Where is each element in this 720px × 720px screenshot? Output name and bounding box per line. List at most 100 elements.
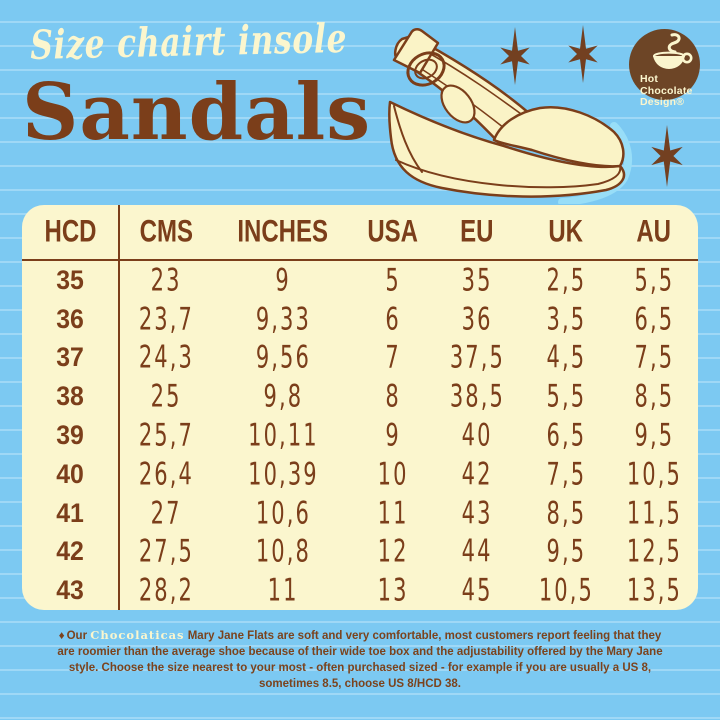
cell-value: 42 [461, 455, 493, 493]
column-header-hcd: HCD [22, 205, 120, 261]
table-cell: 12 [354, 532, 432, 571]
cell-value: 11 [377, 494, 409, 532]
cell-value: 9,5 [634, 417, 674, 454]
column-header-label: HCD [44, 214, 96, 249]
brand-logo-text: Hot Chocolate Design® [640, 73, 693, 109]
table-cell: 10,11 [212, 416, 354, 455]
cell-value: 13,5 [626, 572, 682, 609]
cell-value: 3,5 [546, 300, 586, 338]
table-cell: 9,5 [610, 416, 698, 455]
table-cell: 24,3 [120, 339, 212, 378]
table-cell: 36 [432, 300, 522, 339]
cell-value: 12,5 [626, 533, 682, 571]
table-cell: 6,5 [522, 416, 610, 455]
table-cell: 11,5 [610, 494, 698, 533]
cell-value: 7 [385, 339, 401, 377]
cell-value: 10,5 [626, 455, 682, 493]
brand-logo-line: Design® [640, 96, 685, 108]
cell-value: 24,3 [138, 339, 194, 377]
table-cell: 25 [120, 377, 212, 416]
column-header-usa: USA [354, 205, 432, 261]
diamond-bullet-icon: ♦ [58, 630, 65, 642]
table-cell: 3,5 [522, 300, 610, 339]
table-cell: 40 [432, 416, 522, 455]
cell-value: 6,5 [634, 300, 674, 338]
row-size-label: 42 [22, 532, 120, 572]
cell-value: 40 [56, 458, 84, 489]
cell-value: 23,7 [138, 300, 194, 338]
cell-value: 9,56 [255, 339, 311, 377]
table-cell: 5 [354, 261, 432, 300]
cell-value: 8,5 [634, 378, 674, 416]
row-size-label: 43 [22, 571, 120, 610]
cell-value: 8 [385, 378, 401, 416]
table-cell: 11 [212, 571, 354, 610]
starburst-icon [568, 25, 598, 83]
cell-value: 45 [461, 572, 493, 609]
cell-value: 41 [56, 497, 84, 528]
cell-value: 7,5 [546, 455, 586, 493]
cell-value: 28,2 [138, 572, 194, 609]
page-title: Sandals [22, 67, 372, 158]
table-cell: 8,5 [610, 377, 698, 416]
cell-value: 6 [385, 300, 401, 338]
cell-value: 5 [385, 262, 401, 299]
row-size-label: 41 [22, 493, 120, 533]
cell-value: 9,8 [263, 378, 303, 416]
cell-value: 11,5 [626, 494, 682, 532]
cell-value: 9 [275, 262, 291, 299]
cell-value: 27,5 [138, 533, 194, 571]
column-header-uk: UK [522, 205, 610, 261]
table-cell: 8,5 [522, 494, 610, 533]
table-cell: 27,5 [120, 532, 212, 571]
cell-value: 6,5 [546, 417, 586, 454]
table-cell: 44 [432, 532, 522, 571]
cell-value: 2,5 [546, 262, 586, 299]
page-subtitle: Size chairt insole [30, 14, 348, 69]
table-cell: 6,5 [610, 300, 698, 339]
table-cell: 7,5 [522, 455, 610, 494]
column-header-label: CMS [139, 214, 193, 249]
brand-logo-line: Chocolate [640, 84, 693, 97]
cell-value: 11 [267, 572, 299, 609]
cell-value: 44 [461, 533, 493, 571]
table-cell: 13,5 [610, 571, 698, 610]
cell-value: 10,6 [255, 494, 311, 532]
starburst-icon [500, 27, 530, 85]
row-size-label: 39 [22, 416, 120, 455]
cell-value: 9 [385, 417, 401, 454]
table-cell: 7,5 [610, 339, 698, 378]
cell-value: 5,5 [634, 262, 674, 299]
table-cell: 42 [432, 455, 522, 494]
table-cell: 45 [432, 571, 522, 610]
starburst-icon [651, 125, 683, 187]
table-cell: 12,5 [610, 532, 698, 571]
table-cell: 13 [354, 571, 432, 610]
cell-value: 37,5 [449, 339, 505, 377]
cell-value: 37 [56, 342, 84, 373]
column-header-label: USA [367, 214, 419, 249]
cell-value: 39 [56, 419, 84, 450]
footer-note: ♦ Our Chocolaticas Mary Jane Flats are so… [55, 627, 665, 692]
cell-value: 7,5 [634, 339, 674, 377]
cell-value: 25,7 [138, 417, 194, 454]
table-cell: 11 [354, 494, 432, 533]
table-cell: 8 [354, 377, 432, 416]
column-header-label: UK [548, 214, 584, 249]
table-cell: 23,7 [120, 300, 212, 339]
table-cell: 2,5 [522, 261, 610, 300]
table-cell: 38,5 [432, 377, 522, 416]
cell-value: 38 [56, 381, 84, 412]
row-size-label: 36 [22, 299, 120, 339]
cell-value: 26,4 [138, 455, 194, 493]
row-size-label: 37 [22, 338, 120, 378]
cell-value: 43 [461, 494, 493, 532]
footer-brand-word: Chocolaticas [90, 628, 185, 642]
table-cell: 9 [354, 416, 432, 455]
table-cell: 9,8 [212, 377, 354, 416]
hot-chocolate-cup-icon [653, 33, 693, 70]
brand-logo-line: Hot [640, 73, 659, 85]
table-cell: 7 [354, 339, 432, 378]
column-header-inches: INCHES [212, 205, 354, 261]
